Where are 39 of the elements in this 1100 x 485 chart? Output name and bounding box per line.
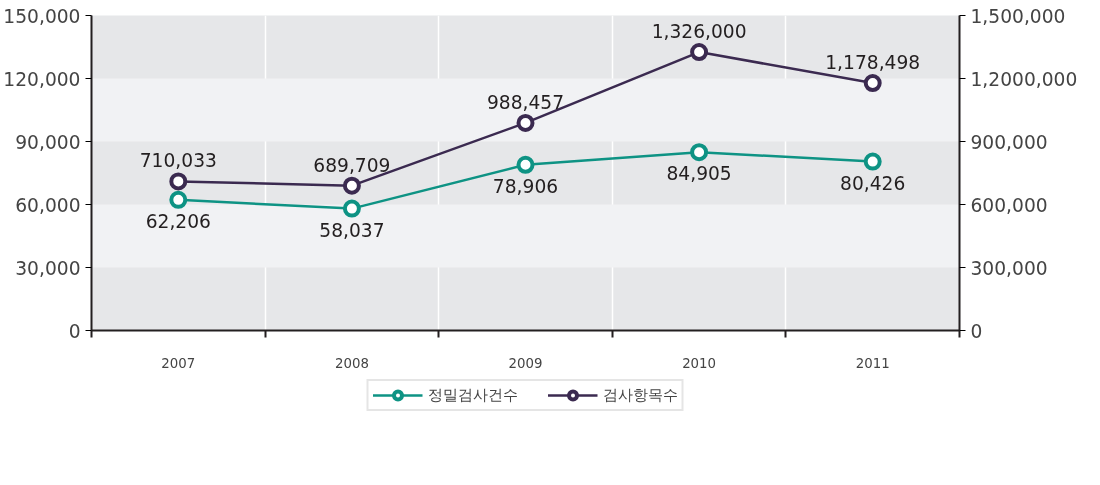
y2-tick-label: 300,000 bbox=[970, 257, 1048, 279]
y-tick-label: 120,000 bbox=[3, 68, 81, 90]
y-tick-label: 90,000 bbox=[15, 131, 81, 153]
point bbox=[690, 43, 709, 62]
x-tick-label: 2011 bbox=[855, 355, 890, 371]
y-tick-label: 60,000 bbox=[15, 194, 81, 216]
y2-tick-label: 0 bbox=[970, 320, 983, 342]
data-label: 988,457 bbox=[486, 91, 565, 113]
point bbox=[342, 199, 361, 218]
data-label: 689,709 bbox=[313, 154, 391, 176]
data-label: 84,905 bbox=[666, 163, 732, 185]
data-label: 62,206 bbox=[145, 210, 211, 232]
data-label: 58,037 bbox=[319, 219, 385, 241]
y2-tick-label: 600,000 bbox=[970, 194, 1048, 216]
x-tick-label: 2010 bbox=[682, 355, 717, 371]
data-label: 78,906 bbox=[492, 175, 559, 197]
y2-tick-label: 1,500,000 bbox=[970, 5, 1066, 27]
point bbox=[863, 152, 882, 171]
point bbox=[342, 176, 361, 195]
y-tick-label: 150,000 bbox=[3, 5, 81, 27]
point bbox=[169, 190, 188, 209]
data-label: 710,033 bbox=[139, 150, 217, 172]
data-label: 1,326,000 bbox=[651, 21, 747, 43]
x-tick-label: 2007 bbox=[161, 355, 196, 371]
x-tick-label: 2009 bbox=[508, 355, 543, 371]
y2-tick-label: 900,000 bbox=[970, 131, 1048, 153]
point bbox=[863, 74, 882, 92]
point bbox=[169, 172, 188, 191]
point bbox=[690, 143, 709, 162]
x-tick-label: 2008 bbox=[334, 355, 369, 371]
point bbox=[516, 155, 535, 174]
y-tick-label: 30,000 bbox=[15, 257, 81, 279]
y-tick-label: 0 bbox=[68, 320, 81, 342]
data-label: 80,426 bbox=[840, 172, 906, 194]
point bbox=[516, 113, 535, 132]
legend-label: 정밀검사건수 bbox=[427, 385, 518, 405]
legend-label: 검사항목수 bbox=[602, 385, 678, 405]
data-label: 1,178,498 bbox=[825, 52, 921, 74]
y2-tick-label: 1,2000,000 bbox=[970, 68, 1078, 90]
